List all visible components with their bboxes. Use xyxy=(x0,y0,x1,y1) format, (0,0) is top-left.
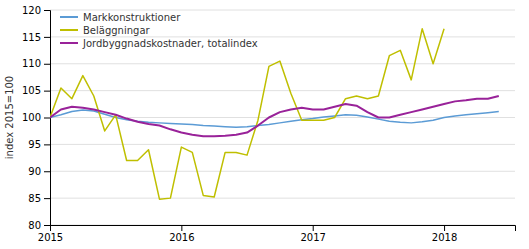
tick-mark xyxy=(444,225,445,231)
legend-swatch xyxy=(60,16,78,18)
y-axis: 80 85 90 95 100 105 110 115 120 xyxy=(22,5,51,231)
legend-label: Beläggningar xyxy=(83,25,151,36)
grid-line xyxy=(50,144,515,145)
tick-mark xyxy=(44,37,50,38)
tick: 120 xyxy=(22,5,50,16)
tick: 2018 xyxy=(432,225,457,243)
axis-title: index 2015=100 xyxy=(4,76,15,159)
tick: 90 xyxy=(28,166,50,177)
legend-label: Markkonstruktioner xyxy=(83,12,181,23)
grid-line xyxy=(50,63,515,64)
tick: 2016 xyxy=(169,225,194,243)
tick-label: 105 xyxy=(22,85,41,96)
tick-label: 100 xyxy=(22,112,41,123)
legend-item: Markkonstruktioner xyxy=(60,12,181,23)
grid xyxy=(50,10,515,225)
series-line xyxy=(50,96,499,136)
x-axis: 2015 2016 2017 2018 xyxy=(38,225,516,243)
tick: 80 xyxy=(28,220,50,231)
chart: 80 85 90 95 100 105 110 115 120 2015 2016 2017 2018 i… xyxy=(0,0,529,249)
tick-label: 2017 xyxy=(300,232,325,243)
tick-label: 110 xyxy=(22,58,41,69)
grid-line xyxy=(50,90,515,91)
tick-mark xyxy=(44,144,50,145)
legend-swatch xyxy=(60,42,78,44)
tick: 105 xyxy=(22,85,50,96)
grid-line xyxy=(50,171,515,172)
tick-mark xyxy=(44,10,50,11)
axis-line xyxy=(44,11,51,226)
tick: 115 xyxy=(22,32,50,43)
tick-mark xyxy=(181,225,182,231)
tick-mark xyxy=(44,91,50,92)
tick-mark xyxy=(313,225,314,231)
tick: 2017 xyxy=(300,225,325,243)
legend-item: Beläggningar xyxy=(60,25,151,36)
tick-label: 85 xyxy=(28,193,41,204)
tick-label: 120 xyxy=(22,5,41,16)
axis-line xyxy=(51,226,516,232)
tick-mark xyxy=(44,64,50,65)
tick-label: 115 xyxy=(22,32,41,43)
grid-line xyxy=(50,10,515,11)
tick: 2015 xyxy=(38,225,63,243)
tick-label: 80 xyxy=(28,220,41,231)
grid-line xyxy=(50,198,515,199)
legend: Markkonstruktioner Beläggningar Jordbyggna… xyxy=(60,12,258,49)
tick: 95 xyxy=(28,139,50,150)
tick-label: 2016 xyxy=(169,232,194,243)
tick-label: 2018 xyxy=(432,232,457,243)
tick-label: 90 xyxy=(28,166,41,177)
tick: 100 xyxy=(22,112,50,123)
tick-mark xyxy=(50,225,51,231)
tick-mark xyxy=(44,198,50,199)
legend-swatch xyxy=(60,29,78,31)
tick-label: 2015 xyxy=(38,232,63,243)
tick-mark xyxy=(44,118,50,119)
tick: 85 xyxy=(28,193,50,204)
tick-label: 95 xyxy=(28,139,41,150)
plot-area xyxy=(50,29,499,199)
tick: 110 xyxy=(22,58,50,69)
legend-label: Jordbyggnadskostnader, totalindex xyxy=(82,38,258,49)
legend-item: Jordbyggnadskostnader, totalindex xyxy=(60,38,258,49)
tick-mark xyxy=(44,225,50,226)
tick-mark xyxy=(44,171,50,172)
